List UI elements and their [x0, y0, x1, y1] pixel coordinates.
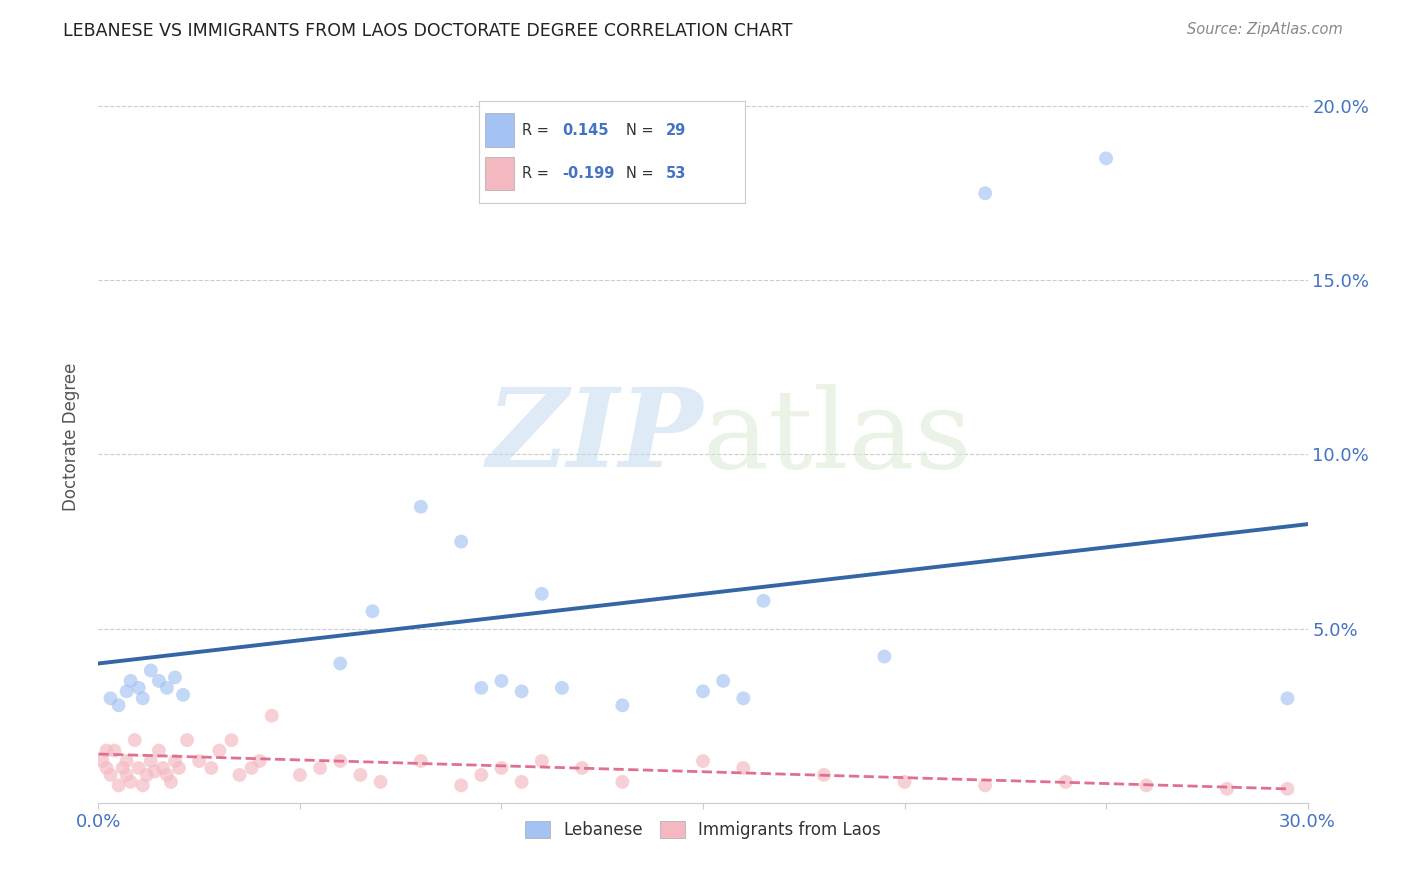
Point [733, 761, 755, 775]
Point [530, 587, 553, 601]
Point [1277, 691, 1299, 706]
Point [111, 761, 134, 775]
Point [329, 657, 352, 671]
Point [1277, 781, 1299, 796]
Point [107, 778, 129, 792]
Point [176, 733, 198, 747]
Point [470, 768, 492, 782]
Point [96, 761, 118, 775]
Point [156, 768, 179, 782]
Point [139, 754, 162, 768]
Point [163, 754, 186, 768]
Point [221, 733, 243, 747]
Point [491, 673, 513, 688]
Point [96, 743, 118, 757]
Point [208, 743, 231, 757]
Point [1095, 152, 1118, 166]
Point [470, 681, 492, 695]
Point [148, 673, 170, 688]
Point [288, 768, 311, 782]
Point [172, 688, 194, 702]
Text: LEBANESE VS IMMIGRANTS FROM LAOS DOCTORATE DEGREE CORRELATION CHART: LEBANESE VS IMMIGRANTS FROM LAOS DOCTORA… [63, 22, 793, 40]
Point [510, 775, 533, 789]
Point [120, 673, 142, 688]
Point [160, 775, 183, 789]
Y-axis label: Doctorate Degree: Doctorate Degree [62, 363, 80, 511]
Point [873, 649, 896, 664]
Point [107, 698, 129, 713]
Point [813, 768, 835, 782]
Legend: Lebanese, Immigrants from Laos: Lebanese, Immigrants from Laos [519, 814, 887, 846]
Point [893, 775, 915, 789]
Point [120, 775, 142, 789]
Point [361, 604, 384, 618]
Text: atlas: atlas [703, 384, 973, 491]
Point [135, 768, 157, 782]
Point [167, 761, 190, 775]
Point [240, 761, 263, 775]
Point [128, 761, 150, 775]
Point [156, 681, 179, 695]
Point [163, 670, 186, 684]
Point [132, 778, 155, 792]
Point [974, 778, 997, 792]
Point [309, 761, 332, 775]
Point [409, 500, 432, 514]
Text: ZIP: ZIP [486, 384, 703, 491]
Point [100, 691, 122, 706]
Point [115, 684, 138, 698]
Point [692, 684, 714, 698]
Point [551, 681, 574, 695]
Point [1216, 781, 1239, 796]
Point [450, 778, 472, 792]
Point [143, 764, 166, 779]
Point [1135, 778, 1157, 792]
Point [692, 754, 714, 768]
Point [612, 698, 634, 713]
Point [733, 691, 755, 706]
Text: Source: ZipAtlas.com: Source: ZipAtlas.com [1187, 22, 1343, 37]
Point [711, 673, 734, 688]
Point [450, 534, 472, 549]
Point [124, 733, 146, 747]
Point [128, 681, 150, 695]
Point [974, 186, 997, 201]
Point [103, 743, 125, 757]
Point [329, 754, 352, 768]
Point [349, 768, 371, 782]
Point [139, 664, 162, 678]
Point [148, 743, 170, 757]
Point [249, 754, 271, 768]
Point [530, 754, 553, 768]
Point [612, 775, 634, 789]
Point [115, 754, 138, 768]
Point [188, 754, 211, 768]
Point [752, 594, 775, 608]
Point [370, 775, 392, 789]
Point [491, 761, 513, 775]
Point [115, 768, 138, 782]
Point [1054, 775, 1077, 789]
Point [132, 691, 155, 706]
Point [200, 761, 222, 775]
Point [100, 768, 122, 782]
Point [510, 684, 533, 698]
Point [228, 768, 250, 782]
Point [260, 708, 283, 723]
Point [91, 754, 114, 768]
Point [409, 754, 432, 768]
Point [152, 761, 174, 775]
Point [571, 761, 593, 775]
